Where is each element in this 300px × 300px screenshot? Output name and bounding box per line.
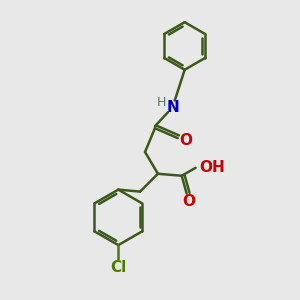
Text: O: O [179,133,192,148]
Text: H: H [157,96,167,109]
Text: N: N [167,100,179,115]
Text: Cl: Cl [110,260,126,275]
Text: OH: OH [200,160,225,175]
Text: O: O [182,194,195,209]
